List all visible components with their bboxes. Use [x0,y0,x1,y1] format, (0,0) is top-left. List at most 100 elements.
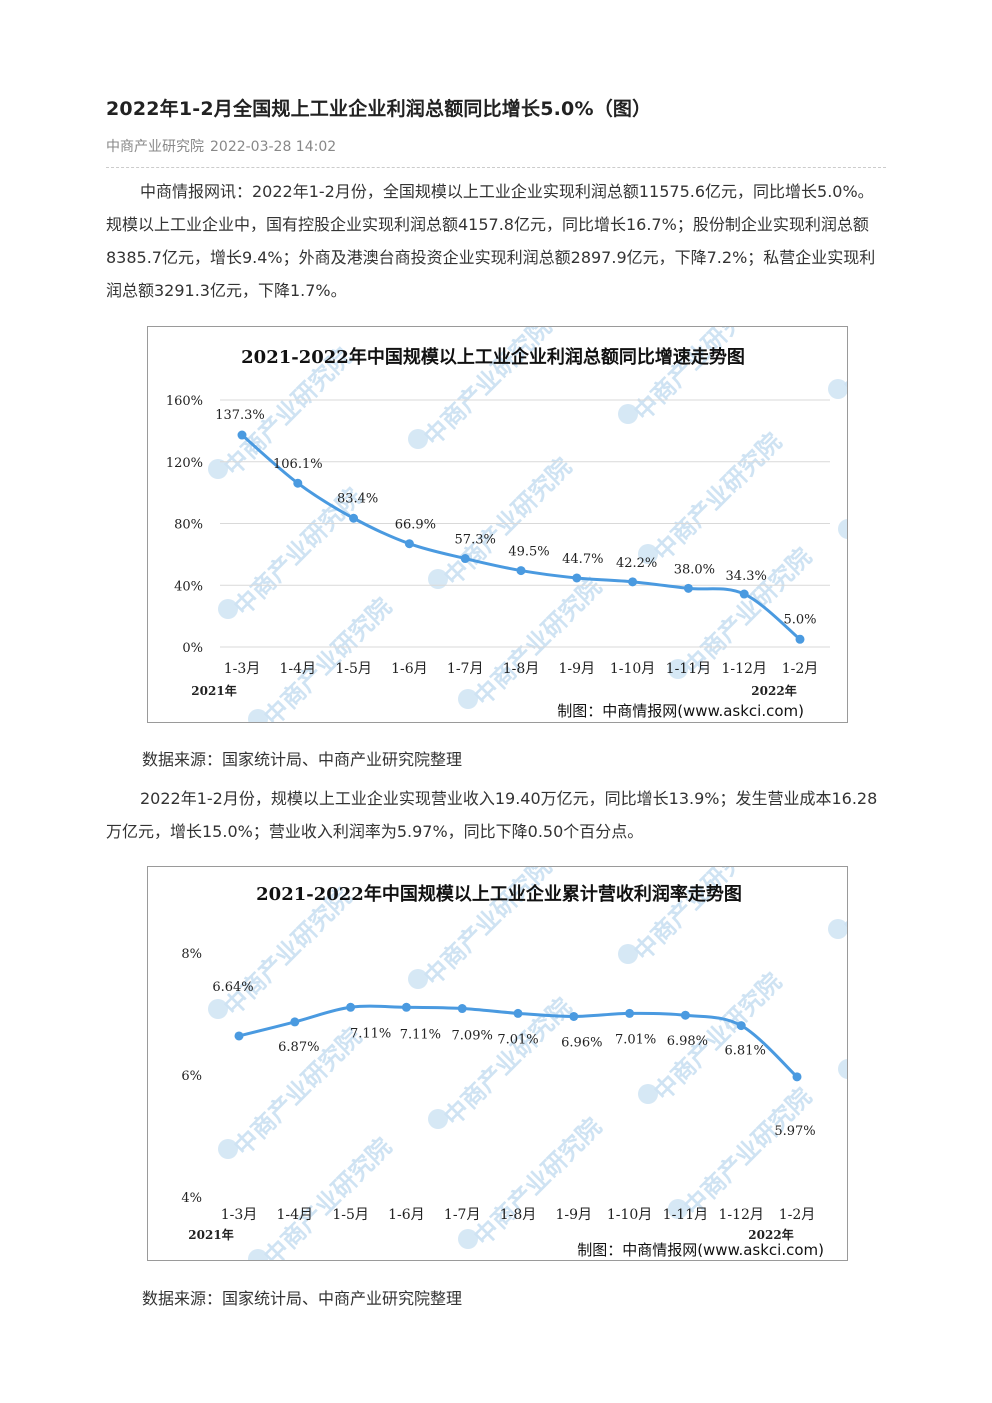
data-label: 5.97% [774,1124,815,1139]
watermark-logo-icon [218,1139,238,1159]
x-tick-label: 1-3月 [224,661,261,677]
y-tick-label: 0% [182,641,203,656]
y-tick-label: 40% [174,579,203,594]
x-tick-label: 1-12月 [721,661,766,677]
data-label: 6.64% [212,980,253,995]
year-label-end: 2022年 [751,683,796,698]
watermark-logo-icon [408,969,428,989]
watermark-logo-icon [638,1084,658,1104]
watermark-logo-icon [208,999,228,1019]
watermark-text: 中商产业研究院 [628,867,767,966]
data-label: 66.9% [395,518,436,533]
data-label: 6.87% [278,1040,319,1055]
watermark-logo-icon [828,379,847,399]
chart-credit: 制图：中商情报网(www.askci.com) [577,1241,824,1259]
x-tick-label: 1-4月 [277,1207,314,1223]
x-tick-label: 1-5月 [335,661,372,677]
year-label-start: 2021年 [191,683,236,698]
data-label: 6.96% [561,1035,602,1050]
watermark-logo-icon [618,404,638,424]
x-tick-label: 1-11月 [666,661,711,677]
data-point [680,1010,690,1020]
data-point [572,573,582,583]
data-point [513,1008,523,1018]
data-point [401,1002,411,1012]
data-point [516,566,526,576]
data-point [349,513,359,523]
y-tick-label: 160% [166,394,203,409]
watermark-logo-icon [458,689,478,709]
data-label: 7.11% [350,1026,391,1041]
data-label: 83.4% [337,491,378,506]
x-tick-label: 1-8月 [503,661,540,677]
watermark-logo-icon [638,544,658,564]
article-title: 2022年1-2月全国规上工业企业利润总额同比增长5.0%（图） [106,98,652,120]
y-tick-label: 8% [181,947,202,962]
data-point [234,1031,244,1041]
data-point [404,539,414,549]
data-label: 42.2% [616,556,657,571]
data-point [569,1011,579,1021]
x-tick-label: 1-6月 [391,661,428,677]
data-point [625,1008,635,1018]
data-point [293,478,303,488]
watermark-logo-icon [838,519,847,539]
data-point [795,634,805,644]
data-label: 38.0% [674,562,715,577]
data-label: 106.1% [273,457,323,472]
article-meta: 中商产业研究院 2022-03-28 14:02 [106,136,342,156]
x-tick-label: 1-7月 [447,661,484,677]
y-tick-label: 4% [181,1191,202,1206]
data-label: 6.98% [667,1034,708,1049]
x-tick-label: 1-9月 [559,661,596,677]
data-label: 7.01% [615,1032,656,1047]
data-point [237,430,247,440]
watermark-text: 中商产业研究院 [258,1133,397,1260]
paragraph-2: 2022年1-2月份，规模以上工业企业实现营业收入19.40万亿元，同比增长13… [106,789,878,841]
profit-growth-chart: 中商产业研究院 中商产业研究院 中商产业研究院 中商产业研究院 中商产业研究院 中商产业研… [147,326,848,723]
x-tick-label: 1-3月 [221,1207,258,1223]
y-tick-label: 120% [166,456,203,471]
watermark-logo-icon [428,569,448,589]
chart-title: 2021-2022年中国规模以上工业企业累计营收利润率走势图 [256,883,742,905]
data-point [628,577,638,587]
y-tick-label: 6% [181,1069,202,1084]
title-divider [106,167,886,168]
watermark-logo-icon [618,944,638,964]
paragraph-1: 中商情报网讯：2022年1-2月份，全国规模以上工业企业实现利润总额11575.… [106,182,876,300]
data-point [290,1017,300,1027]
data-label: 7.09% [452,1029,493,1044]
x-tick-label: 1-5月 [332,1207,369,1223]
data-point [457,1004,467,1014]
data-label: 137.3% [215,408,265,423]
data-point [683,583,693,593]
year-label-start: 2021年 [188,1227,233,1242]
watermark-logo-icon [828,919,847,939]
data-label: 5.0% [783,612,816,627]
data-label: 44.7% [562,552,603,567]
watermark-text: 中商产业研究院 [648,428,787,567]
watermark-text: 中商产业研究院 [258,593,397,722]
source-note-2: 数据来源：国家统计局、中商产业研究院整理 [142,1289,463,1308]
watermark-text: 中商产业研究院 [468,1113,607,1252]
publish-datetime: 2022-03-28 14:02 [210,139,337,155]
watermark-logo-icon [428,1109,448,1129]
watermark-text: 中商产业研究院 [418,327,557,451]
x-tick-label: 1-9月 [556,1207,593,1223]
x-tick-label: 1-12月 [718,1207,763,1223]
watermark-logo-icon [208,459,228,479]
watermark-logo-icon [408,429,428,449]
watermark-text: 中商产业研究院 [438,453,577,592]
source-org[interactable]: 中商产业研究院 [106,139,204,155]
year-label-end: 2022年 [748,1227,793,1242]
watermark-text: 中商产业研究院 [628,327,767,426]
x-tick-label: 1-7月 [444,1207,481,1223]
chart-credit: 制图：中商情报网(www.askci.com) [557,702,804,720]
x-tick-label: 1-2月 [779,1207,816,1223]
watermark-text: 中商产业研究院 [678,1083,817,1222]
data-point [346,1002,356,1012]
data-label: 7.01% [497,1032,538,1047]
data-label: 6.81% [725,1044,766,1059]
